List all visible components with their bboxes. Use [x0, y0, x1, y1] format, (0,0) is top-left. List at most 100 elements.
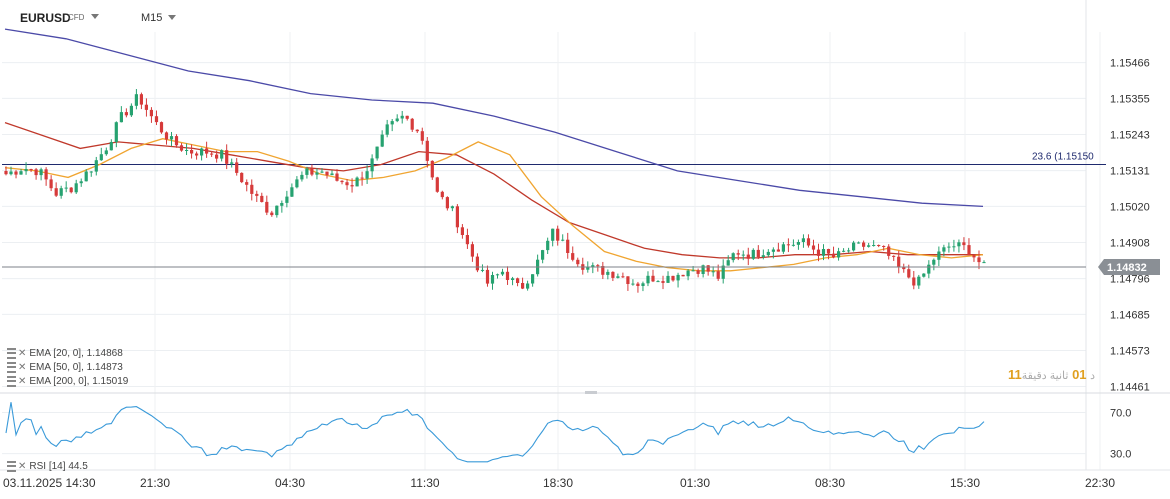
candle-body	[330, 174, 333, 176]
candle-body	[240, 173, 243, 182]
candle-body	[486, 270, 489, 284]
candle-body	[421, 131, 424, 141]
candle-body	[882, 246, 885, 247]
candle-body	[501, 272, 504, 275]
candle-body	[747, 255, 750, 259]
candle-body	[586, 268, 589, 270]
candle-body	[376, 147, 379, 159]
candle-body	[441, 192, 444, 197]
candle-body	[812, 246, 815, 250]
candle-body	[807, 238, 810, 245]
fib-level-line: 23.6 (1.15150	[2, 151, 1106, 164]
candle-body	[787, 244, 790, 245]
timeframe-dropdown-icon[interactable]	[168, 15, 176, 20]
candle-body	[932, 260, 935, 265]
candle-body	[942, 247, 945, 251]
fib-label: 23.6 (1.15150	[1032, 151, 1094, 162]
candle-body	[466, 235, 469, 244]
rsi-line	[6, 402, 984, 462]
candle-body	[4, 171, 7, 174]
candle-body	[30, 169, 33, 170]
price-tick-label: 1.15131	[1110, 166, 1150, 178]
candle-body	[130, 106, 133, 116]
candle-body	[957, 242, 960, 246]
indicator-ema20[interactable]: ✕ EMA [20, 0], 1.14868	[7, 348, 123, 359]
candle-body	[792, 245, 795, 246]
candle-body	[571, 253, 574, 260]
candle-body	[105, 150, 108, 154]
candle-body	[210, 154, 213, 155]
candle-body	[190, 150, 193, 154]
candle-body	[65, 188, 68, 189]
candle-body	[757, 250, 760, 257]
candle-countdown: 11 د 01 ثانية دقيقة	[1008, 367, 1095, 382]
ema20-path	[5, 139, 983, 271]
candle-body	[335, 174, 338, 181]
candle-body	[837, 251, 840, 257]
candle-body	[40, 169, 43, 175]
candle-body	[381, 135, 384, 147]
time-tick-label: 08:30	[815, 476, 845, 490]
candle-body	[621, 276, 624, 277]
candle-body	[506, 272, 509, 280]
candle-body	[777, 250, 780, 252]
candle-body	[832, 254, 835, 258]
ema20-line	[5, 139, 983, 271]
candle-body	[897, 257, 900, 267]
symbol-label[interactable]: EURUSD	[20, 11, 71, 25]
price-tick-label: 1.15355	[1110, 93, 1150, 105]
candle-body	[697, 270, 700, 274]
candle-body	[611, 272, 614, 278]
candle-body	[170, 136, 173, 139]
close-icon[interactable]: ✕	[18, 362, 26, 373]
close-icon[interactable]: ✕	[18, 376, 26, 387]
candle-body	[310, 169, 313, 175]
candle-body	[290, 187, 293, 196]
menu-icon[interactable]	[7, 362, 16, 373]
candle-body	[626, 276, 629, 284]
instrument-type-label: CFD	[68, 13, 84, 22]
chart-grid	[2, 0, 1100, 470]
indicator-rsi[interactable]: ✕ RSI [14] 44.5	[7, 461, 88, 472]
candle-body	[867, 245, 870, 247]
candle-body	[230, 162, 233, 163]
menu-icon[interactable]	[7, 348, 16, 359]
price-tick-label: 1.14796	[1110, 274, 1150, 286]
close-icon[interactable]: ✕	[18, 461, 26, 472]
time-axis[interactable]: 03.11.2025 14:30 21:30 04:30 11:30 18:30 01:3…	[0, 470, 1170, 490]
candle-body	[907, 269, 910, 277]
candle-body	[431, 161, 434, 178]
candle-body	[476, 257, 479, 271]
candle-body	[782, 244, 785, 251]
close-icon[interactable]: ✕	[18, 348, 26, 359]
symbol-dropdown-icon[interactable]	[91, 14, 99, 19]
indicator-ema50[interactable]: ✕ EMA [50, 0], 1.14873	[7, 362, 123, 373]
candle-body	[707, 265, 710, 271]
price-axis[interactable]: 1.15466 1.15355 1.15243 1.15131 1.15020 1.149…	[1110, 58, 1150, 394]
candle-body	[320, 172, 323, 173]
timeframe-label[interactable]: M15	[141, 12, 162, 24]
candle-body	[802, 238, 805, 242]
candle-body	[541, 250, 544, 260]
menu-icon[interactable]	[7, 376, 16, 387]
candle-body	[345, 182, 348, 185]
candle-body	[135, 94, 138, 106]
candle-body	[742, 255, 745, 256]
price-tick-label: 1.15243	[1110, 129, 1150, 141]
ema50-line	[5, 123, 983, 258]
time-tick-label: 11:30	[410, 476, 439, 490]
candle-body	[325, 172, 328, 176]
candle-body	[305, 169, 308, 175]
candle-body	[250, 185, 253, 194]
candle-body	[752, 250, 755, 259]
menu-icon[interactable]	[7, 461, 16, 472]
candle-body	[75, 183, 78, 192]
time-tick-label: 03.11.2025 14:30	[3, 476, 96, 490]
candle-body	[531, 274, 534, 283]
candle-body	[175, 136, 178, 145]
candle-body	[351, 185, 354, 186]
candle-body	[962, 242, 965, 245]
indicator-ema200[interactable]: ✕ EMA [200, 0], 1.15019	[7, 376, 128, 387]
candle-body	[727, 260, 730, 265]
